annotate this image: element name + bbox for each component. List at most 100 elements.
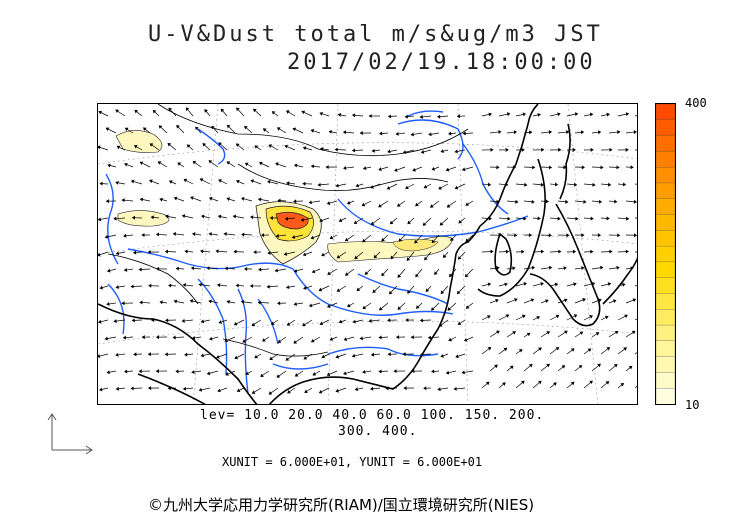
- colorbar-swatch: [655, 103, 676, 121]
- wind-arrow-head: [581, 165, 585, 170]
- wind-arrow-head: [310, 164, 314, 169]
- wind-arrow-head: [563, 165, 567, 170]
- colorbar-swatch: [655, 245, 676, 263]
- wind-arrow-head: [257, 300, 261, 305]
- wind-arrow-head: [566, 233, 570, 238]
- wind-arrow-head: [211, 125, 215, 130]
- wind-arrow-head: [572, 147, 576, 152]
- wind-arrow-head: [310, 235, 315, 240]
- wind-arrow-head: [204, 109, 208, 113]
- wind-arrow-head: [557, 216, 561, 221]
- wind-arrow-head: [505, 147, 509, 152]
- wind-arrow-head: [574, 182, 578, 187]
- wind-arrow-head: [217, 388, 221, 393]
- wind-arrow-head: [368, 114, 372, 118]
- wind-arrow-head: [587, 348, 592, 352]
- wind-arrow-head: [456, 290, 461, 295]
- wind-arrow-head: [448, 131, 452, 136]
- wind-arrow-head: [150, 318, 155, 323]
- wind-arrow-head: [424, 256, 428, 261]
- wind-arrow-head: [124, 162, 128, 167]
- wind-arrow-head: [236, 179, 240, 184]
- reference-vector: [47, 413, 93, 455]
- wind-arrow-head: [262, 338, 266, 342]
- wind-arrow-head: [98, 319, 102, 324]
- wind-arrow-head: [321, 252, 325, 257]
- colorbar-swatch: [655, 372, 676, 389]
- wind-arrow-head: [461, 167, 466, 172]
- wind-arrow-head: [312, 371, 317, 376]
- wind-arrow-head: [387, 114, 392, 119]
- wind-arrow-head: [523, 281, 528, 286]
- wind-arrow-head: [554, 182, 559, 187]
- wind-arrow-head: [531, 199, 535, 204]
- wind-arrow-head: [286, 110, 290, 114]
- wind-arrow-head: [512, 266, 516, 271]
- wind-arrow-head: [226, 161, 231, 165]
- wind-arrow-head: [521, 147, 525, 152]
- wind-arrow-head: [275, 162, 279, 167]
- wind-arrow-head: [415, 202, 419, 207]
- wind-arrow-head: [134, 109, 138, 114]
- wind-arrow-head: [124, 369, 128, 374]
- wind-arrow-head: [104, 336, 108, 341]
- wind-arrow-head: [191, 336, 196, 340]
- wind-arrow-shaft: [634, 217, 637, 219]
- wind-arrow-head: [428, 132, 432, 137]
- wind-arrow-head: [130, 179, 135, 184]
- wind-arrow-head: [450, 237, 454, 241]
- wind-arrow-head: [142, 127, 147, 131]
- wind-arrow-head: [387, 352, 391, 357]
- wind-arrow-head: [226, 124, 231, 129]
- wind-arrow-head: [598, 199, 603, 204]
- wind-arrow-head: [168, 283, 172, 288]
- wind-arrow-head: [403, 386, 407, 391]
- wind-arrow-head: [505, 314, 510, 318]
- wind-arrow-head: [536, 316, 540, 320]
- wind-arrow-head: [372, 289, 377, 293]
- wind-arrow-head: [359, 131, 363, 136]
- wind-arrow-head: [407, 220, 411, 225]
- wind-arrow-head: [423, 386, 427, 391]
- wind-arrow-head: [233, 249, 237, 254]
- wind-arrow-head: [260, 373, 264, 377]
- wind-arrow-head: [364, 271, 369, 275]
- wind-arrow-head: [124, 127, 129, 132]
- wind-arrow-head: [540, 249, 545, 254]
- wind-arrow-head: [595, 332, 600, 336]
- wind-arrow-head: [236, 107, 240, 112]
- map-title-datetime: 2017/02/19.18:00:00: [287, 50, 596, 75]
- wind-arrow-head: [106, 268, 111, 273]
- wind-arrow-head: [555, 314, 560, 319]
- wind-arrow-head: [528, 363, 533, 368]
- wind-arrow-head: [434, 271, 438, 276]
- credit-text: ©九州大学応用力学研究所(RIAM)/国立環境研究所(NIES): [148, 496, 535, 514]
- wind-arrow-head: [454, 185, 459, 190]
- wind-arrow-head: [526, 332, 531, 337]
- wind-arrow-head: [509, 365, 514, 370]
- wind-arrow-head: [616, 265, 620, 270]
- wind-arrow-head: [362, 238, 366, 243]
- wind-arrow-head: [165, 318, 169, 323]
- wind-arrow-head: [138, 267, 142, 272]
- wind-arrow-head: [554, 282, 559, 287]
- wind-arrow-head: [105, 127, 110, 132]
- wind-arrow-head: [455, 354, 459, 359]
- wind-arrow-head: [224, 266, 228, 271]
- wind-arrow-head: [440, 353, 444, 358]
- wind-arrow-head: [190, 266, 195, 271]
- wind-arrow-head: [379, 131, 383, 136]
- wind-arrow-head: [121, 198, 125, 203]
- wind-arrow-head: [597, 363, 601, 368]
- wind-arrow-head: [465, 305, 470, 309]
- wind-arrow-head: [343, 371, 347, 376]
- wind-arrow-head: [98, 252, 101, 257]
- wind-arrow-head: [172, 231, 177, 236]
- wind-arrow-head: [406, 257, 411, 262]
- wind-arrow-head: [184, 249, 188, 254]
- wind-arrow-head: [546, 331, 551, 335]
- wind-arrow-head: [352, 319, 356, 324]
- wind-arrow-head: [277, 301, 281, 306]
- wind-arrow-head: [515, 199, 519, 204]
- wind-arrow-head: [440, 149, 444, 154]
